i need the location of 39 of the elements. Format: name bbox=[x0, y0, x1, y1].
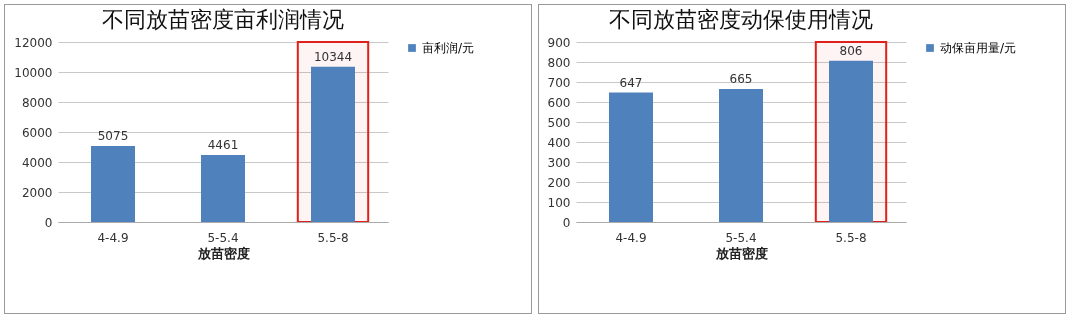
y-tick-label: 0 bbox=[562, 215, 571, 230]
bar bbox=[719, 89, 763, 222]
y-tick-label: 900 bbox=[547, 35, 571, 50]
x-tick-label: 5.5-8 bbox=[835, 230, 867, 245]
bar bbox=[609, 92, 653, 222]
data-label: 647 bbox=[619, 75, 643, 90]
y-tick-label: 0 bbox=[44, 215, 53, 230]
data-label: 665 bbox=[729, 72, 753, 86]
chart-title: 不同放苗密度亩利润情况 bbox=[102, 7, 344, 32]
y-tick-label: 10000 bbox=[14, 65, 53, 80]
data-label: 4461 bbox=[207, 138, 239, 153]
chart-title: 不同放苗密度动保使用情况 bbox=[609, 7, 873, 32]
y-tick-label: 500 bbox=[547, 115, 571, 130]
x-axis-title: 放苗密度 bbox=[196, 245, 250, 261]
y-tick-label: 100 bbox=[547, 195, 571, 210]
y-tick-label: 600 bbox=[547, 95, 571, 110]
legend-label: 亩利润/元 bbox=[422, 41, 475, 55]
legend-label: 动保亩用量/元 bbox=[940, 41, 1017, 55]
y-tick-label: 8000 bbox=[21, 95, 53, 110]
y-tick-label: 2000 bbox=[21, 185, 53, 200]
x-axis-title: 放苗密度 bbox=[714, 245, 768, 261]
x-tick-label: 4-4.9 bbox=[97, 230, 129, 245]
x-tick-label: 5-5.4 bbox=[725, 230, 757, 245]
y-tick-label: 12000 bbox=[14, 35, 53, 50]
x-tick-label: 5-5.4 bbox=[207, 230, 239, 245]
y-tick-label: 800 bbox=[547, 55, 571, 70]
data-label: 10344 bbox=[313, 49, 353, 64]
y-tick-label: 300 bbox=[547, 155, 571, 170]
y-tick-label: 4000 bbox=[21, 155, 53, 170]
bar bbox=[201, 155, 245, 222]
y-tick-label: 700 bbox=[547, 75, 571, 90]
data-label: 806 bbox=[839, 43, 863, 58]
x-tick-label: 5.5-8 bbox=[317, 230, 349, 245]
x-tick-label: 4-4.9 bbox=[615, 230, 647, 245]
bar bbox=[91, 145, 135, 222]
data-label: 5075 bbox=[97, 128, 129, 143]
y-tick-label: 6000 bbox=[21, 125, 53, 140]
y-tick-label: 400 bbox=[547, 135, 571, 150]
y-tick-label: 200 bbox=[547, 175, 571, 190]
